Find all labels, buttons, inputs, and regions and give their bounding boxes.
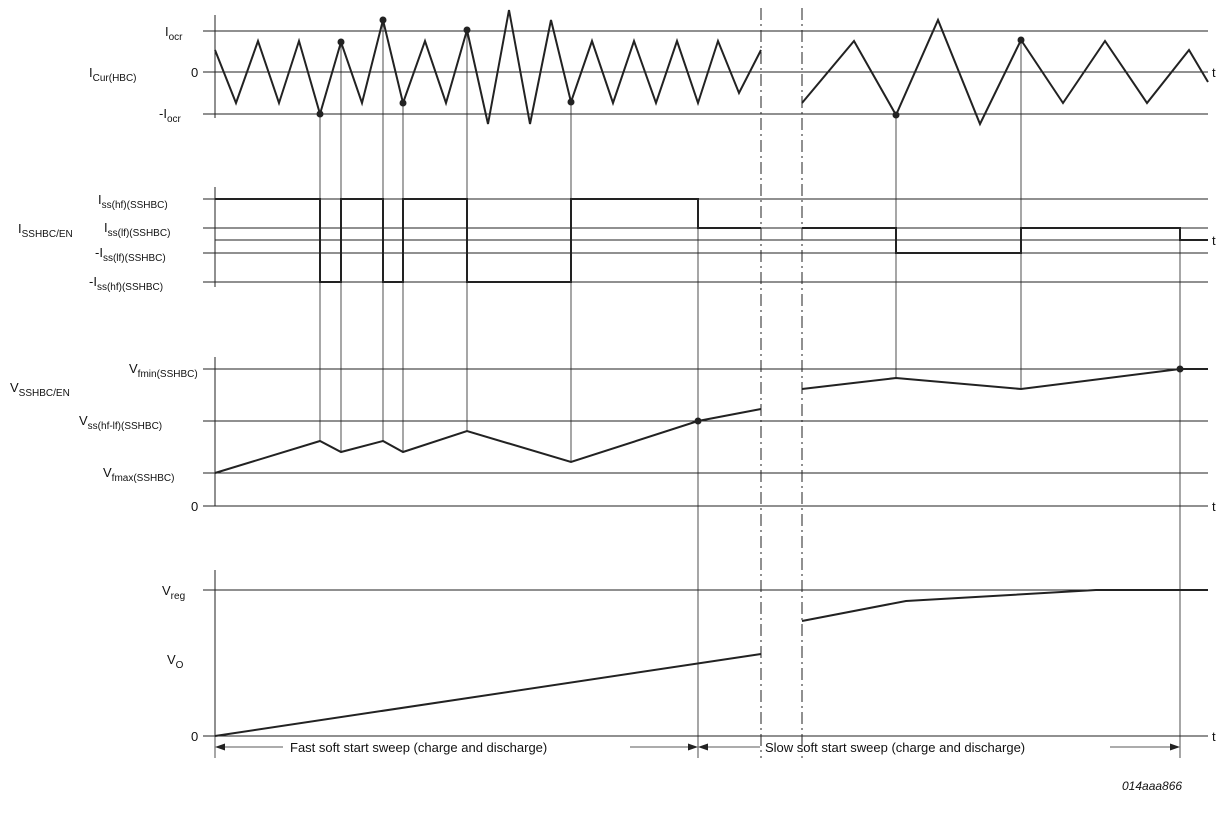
label-iocr: Iocr <box>165 24 183 43</box>
ss-voltage-waveform-slow <box>801 368 1208 391</box>
fast-sweep-annotation: Fast soft start sweep (charge and discha… <box>215 740 698 755</box>
ss-voltage-panel: Vfmin(SSHBC) VSSHBC/EN Vss(hf-lf)(SSHBC)… <box>10 357 1216 514</box>
label-vfmin: Vfmin(SSHBC) <box>129 361 198 380</box>
label-icur-hbc: ICur(HBC) <box>89 65 137 84</box>
slow-sweep-label: Slow soft start sweep (charge and discha… <box>765 740 1025 755</box>
figure-code: 014aaa866 <box>1122 779 1182 793</box>
current-waveform-fast <box>214 9 762 125</box>
label-vsshbc-en: VSSHBC/EN <box>10 380 70 399</box>
slow-sweep-annotation: Slow soft start sweep (charge and discha… <box>698 740 1180 755</box>
label-output-zero: 0 <box>191 729 198 744</box>
label-neg-iss-lf: -Iss(lf)(SSHBC) <box>95 245 166 264</box>
output-panel: Vreg VO 0 t <box>162 570 1216 744</box>
output-waveform-fast <box>214 653 762 737</box>
label-iss-hf: Iss(hf)(SSHBC) <box>98 192 168 211</box>
ss-voltage-waveform-fast <box>214 408 762 474</box>
event-alignment-lines <box>214 20 1181 758</box>
fast-sweep-label: Fast soft start sweep (charge and discha… <box>290 740 547 755</box>
label-vss-hf-lf: Vss(hf-lf)(SSHBC) <box>79 413 162 432</box>
ss-voltage-time-label: t <box>1212 499 1216 514</box>
output-waveform-slow <box>801 589 1208 622</box>
label-vreg: Vreg <box>162 583 185 602</box>
label-vo: VO <box>167 652 184 671</box>
label-vfmax: Vfmax(SSHBC) <box>103 465 174 484</box>
label-neg-iss-hf: -Iss(hf)(SSHBC) <box>89 274 163 293</box>
label-neg-iocr: -Iocr <box>159 106 182 125</box>
current-panel: Iocr ICur(HBC) 0 -Iocr t <box>89 9 1216 127</box>
arrowhead <box>688 743 698 751</box>
label-voltage-zero: 0 <box>191 499 198 514</box>
ss-current-time-label: t <box>1212 233 1216 248</box>
current-time-label: t <box>1212 65 1216 80</box>
arrowhead <box>215 743 225 751</box>
arrowhead <box>698 743 708 751</box>
label-current-zero: 0 <box>191 65 198 80</box>
output-time-label: t <box>1212 729 1216 744</box>
arrowhead <box>1170 743 1180 751</box>
label-isshbc-en: ISSHBC/EN <box>18 221 73 240</box>
ss-current-panel: Iss(hf)(SSHBC) ISSHBC/EN Iss(lf)(SSHBC) … <box>18 187 1216 293</box>
label-iss-lf: Iss(lf)(SSHBC) <box>104 220 170 239</box>
